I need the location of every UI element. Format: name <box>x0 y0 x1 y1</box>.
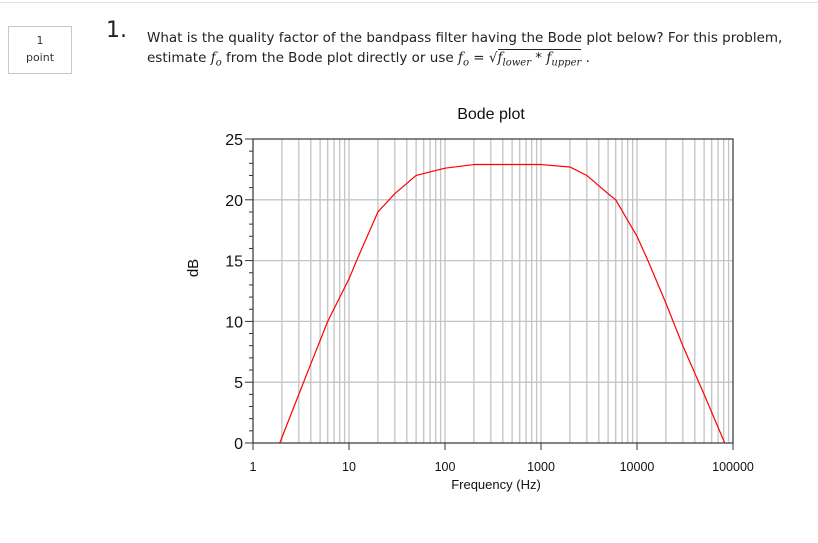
math-times: * <box>530 50 547 66</box>
y-tick-label: 20 <box>225 193 243 210</box>
x-tick-label: 1 <box>250 460 257 474</box>
y-axis-label: dB <box>185 259 202 277</box>
text: . <box>581 50 590 66</box>
question-line-1: What is the quality factor of the bandpa… <box>147 30 783 46</box>
magnitude-curve <box>279 163 726 444</box>
points-value: 1 <box>36 34 44 47</box>
math-eq: = <box>468 50 489 66</box>
math-sub: o <box>215 57 222 69</box>
x-axis-label: Frequency (Hz) <box>451 477 541 492</box>
text: estimate <box>147 50 211 66</box>
math-sub: o <box>462 57 469 69</box>
y-tick-label: 0 <box>234 436 243 453</box>
math-f: f <box>210 50 216 66</box>
math-sqrt: flower * fupper <box>497 49 582 69</box>
y-tick-label: 5 <box>234 375 243 392</box>
text: from the Bode plot directly or use <box>221 50 458 66</box>
x-tick-label: 100 <box>435 460 456 474</box>
x-tick-label: 1000 <box>527 460 555 474</box>
chart-title: Bode plot <box>457 106 525 123</box>
x-tick-label: 10 <box>342 460 356 474</box>
x-tick-label: 10000 <box>620 460 655 474</box>
plot-frame <box>252 138 734 444</box>
y-tick-label: 15 <box>225 254 243 271</box>
y-tick-label: 25 <box>225 132 243 149</box>
points-box: 1 point <box>8 26 72 74</box>
question-text: What is the quality factor of the bandpa… <box>147 28 807 74</box>
points-label: point <box>25 51 55 64</box>
y-tick-label: 10 <box>225 314 243 331</box>
question-number: 1. <box>106 18 127 43</box>
math-sub: upper <box>551 57 582 69</box>
x-tick-label: 100000 <box>712 460 754 474</box>
math-sub: lower <box>502 57 531 69</box>
math-f: f <box>497 50 503 66</box>
math-f: f <box>546 50 552 66</box>
math-f: f <box>457 50 463 66</box>
top-divider <box>0 2 818 3</box>
question-line-2: estimate fo from the Bode plot directly … <box>147 49 590 69</box>
